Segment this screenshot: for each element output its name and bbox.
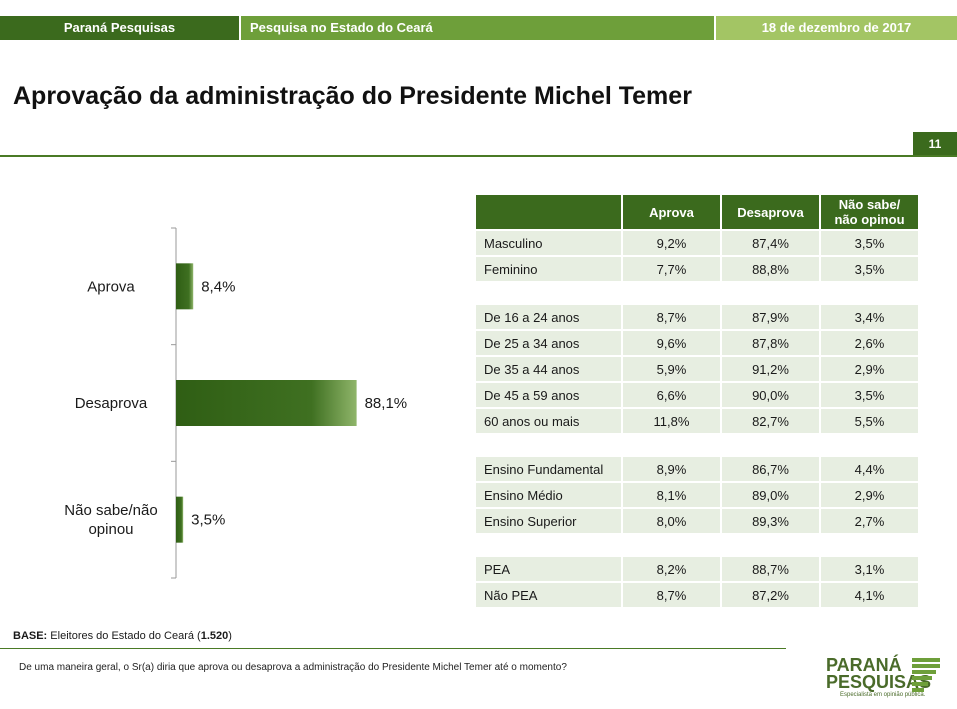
table-cell: 8,7% [623,305,720,329]
table-group-spacer [476,435,918,455]
row-label: 60 anos ou mais [476,409,621,433]
base-label: BASE: [13,630,48,642]
table-cell: 3,5% [821,231,918,255]
row-label: Masculino [476,231,621,255]
table-row: Masculino 9,2% 87,4% 3,5% [476,231,918,255]
table-cell: 2,9% [821,483,918,507]
table-row: De 25 a 34 anos 9,6% 87,8% 2,6% [476,331,918,355]
header-survey: Pesquisa no Estado do Ceará [241,16,714,40]
table-cell: 4,1% [821,583,918,607]
table-row: Não PEA 8,7% 87,2% 4,1% [476,583,918,607]
table-cell: 9,2% [623,231,720,255]
table-header-cell: Não sabe/não opinou [821,195,918,229]
table-cell: 90,0% [722,383,819,407]
table-header-cell: Desaprova [722,195,819,229]
header-bar: Paraná Pesquisas Pesquisa no Estado do C… [0,16,957,40]
base-count: 1.520 [200,630,229,642]
table-cell: 87,8% [722,331,819,355]
parana-pesquisas-logo: PARANÁ PESQUISAS Especialista em opinião… [826,652,946,704]
table-row: Feminino 7,7% 88,8% 3,5% [476,257,918,281]
row-label: PEA [476,557,621,581]
table-cell: 3,5% [821,383,918,407]
page-number: 11 [913,132,957,156]
row-label: Ensino Fundamental [476,457,621,481]
table-cell: 5,9% [623,357,720,381]
table-row: Ensino Superior 8,0% 89,3% 2,7% [476,509,918,533]
row-label: De 45 a 59 anos [476,383,621,407]
bar-3 [176,496,184,543]
table-cell: 3,4% [821,305,918,329]
table-cell: 2,9% [821,357,918,381]
approval-bar-chart: 8,4% Aprova 88,1% Desaprova 3,5% Não sabe/não… [64,227,408,579]
table-cell: 9,6% [623,331,720,355]
table-row: Ensino Médio 8,1% 89,0% 2,9% [476,483,918,507]
table-cell: 8,0% [623,509,720,533]
page-title: Aprovação da administração do Presidente… [13,82,692,110]
table-cell: 8,1% [623,483,720,507]
bar-value-label: 88,1% [365,395,408,412]
table-cell: 4,4% [821,457,918,481]
table-cell: 86,7% [722,457,819,481]
table-cell: 88,7% [722,557,819,581]
table-group-spacer [476,283,918,303]
row-label: Não PEA [476,583,621,607]
category-label: Desaprova [75,395,148,412]
table-cell: 3,1% [821,557,918,581]
breakdown-table: Aprova Desaprova Não sabe/não opinou Mascu… [474,193,920,609]
header-date: 18 de dezembro de 2017 [716,16,957,40]
table-row: De 16 a 24 anos 8,7% 87,9% 3,4% [476,305,918,329]
row-label: De 35 a 44 anos [476,357,621,381]
survey-question: De uma maneira geral, o Sr(a) diria que … [19,662,567,673]
row-label: De 25 a 34 anos [476,331,621,355]
row-label: Feminino [476,257,621,281]
title-divider [0,155,957,157]
footer-divider [0,648,786,649]
table-cell: 8,9% [623,457,720,481]
table-row: De 35 a 44 anos 5,9% 91,2% 2,9% [476,357,918,381]
row-label: Ensino Superior [476,509,621,533]
table-cell: 7,7% [623,257,720,281]
category-label: opinou [88,521,133,538]
logo-stripes-icon [912,658,940,694]
table-header-blank [476,195,621,229]
table-cell: 82,7% [722,409,819,433]
table-cell: 8,2% [623,557,720,581]
category-label: Aprova [87,278,135,295]
table-cell: 2,7% [821,509,918,533]
logo-line1: PARANÁ [826,655,902,675]
base-note: BASE: Eleitores do Estado do Ceará (1.52… [13,630,232,642]
table-cell: 5,5% [821,409,918,433]
row-label: De 16 a 24 anos [476,305,621,329]
table-row: De 45 a 59 anos 6,6% 90,0% 3,5% [476,383,918,407]
table-header-cell: Aprova [623,195,720,229]
row-label: Ensino Médio [476,483,621,507]
table-cell: 87,9% [722,305,819,329]
table-cell: 88,8% [722,257,819,281]
table-cell: 91,2% [722,357,819,381]
base-text: Eleitores do Estado do Ceará ( [50,630,201,642]
table-cell: 6,6% [623,383,720,407]
table-cell: 2,6% [821,331,918,355]
table-row: Ensino Fundamental 8,9% 86,7% 4,4% [476,457,918,481]
table-cell: 3,5% [821,257,918,281]
category-label: Não sabe/não [64,502,157,519]
table-header-row: Aprova Desaprova Não sabe/não opinou [476,195,918,229]
bar-value-label: 8,4% [201,278,235,295]
table-cell: 89,0% [722,483,819,507]
bar-2 [176,380,357,426]
bar-1 [176,263,194,310]
table-cell: 8,7% [623,583,720,607]
table-group-spacer [476,535,918,555]
logo-line2: PESQUISAS [826,672,932,692]
table-cell: 11,8% [623,409,720,433]
table-cell: 89,3% [722,509,819,533]
base-close: ) [228,630,232,642]
header-brand: Paraná Pesquisas [0,16,239,40]
table-row: 60 anos ou mais 11,8% 82,7% 5,5% [476,409,918,433]
bar-value-label: 3,5% [191,512,225,529]
table-cell: 87,2% [722,583,819,607]
table-row: PEA 8,2% 88,7% 3,1% [476,557,918,581]
logo-tagline: Especialista em opinião pública. [840,692,926,698]
table-cell: 87,4% [722,231,819,255]
